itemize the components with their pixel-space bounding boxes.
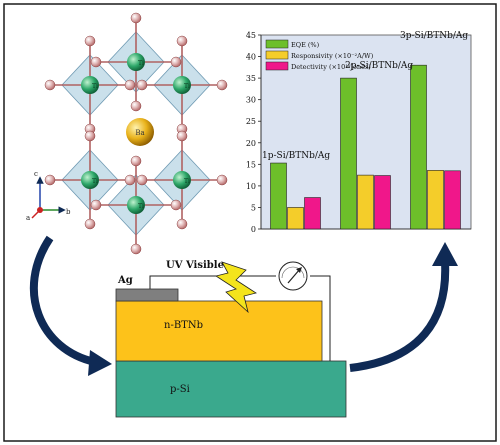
legend-label: EQE (%) [291, 41, 320, 49]
bar [287, 207, 304, 230]
bar [444, 170, 461, 230]
oxygen-atom [90, 199, 102, 211]
n-btnb-layer [115, 300, 323, 362]
category-labels: 1p-Si/BTNb/Ag 2p-Si/BTNb/Ag 3p-Si/BTNb/Ag [262, 31, 468, 161]
bar [340, 77, 357, 230]
ti-atom-label: Ti [138, 203, 144, 210]
category-label: 2p-Si/BTNb/Ag [345, 61, 413, 71]
axis-a-label: a [26, 214, 30, 222]
bar [357, 174, 374, 230]
n-btnb-label: n-BTNb [164, 320, 203, 331]
y-tick-label: 25 [246, 117, 256, 126]
uv-visible-label: UV Visible [166, 260, 224, 271]
ba-atom [126, 118, 154, 146]
oxygen-atom [176, 35, 188, 47]
device-schematic: Ag n-BTNb p-Si UV Visible [115, 260, 347, 418]
bar [427, 170, 444, 230]
axes-indicator: c a b [26, 170, 71, 222]
y-tick-label: 0 [251, 225, 256, 234]
bar [410, 64, 427, 230]
axes-origin [37, 207, 43, 213]
arrow-right-curve [349, 261, 450, 372]
oxygen-atom [44, 79, 56, 91]
bar [270, 162, 287, 230]
oxygen-atom [170, 199, 182, 211]
axis-b-label: b [66, 208, 71, 216]
ti-atom [173, 171, 191, 189]
crystal-structure: Ti Ti Ti Ti Ti Ti Ba c a b [26, 12, 228, 255]
ti-atom [173, 76, 191, 94]
ammeter-icon [278, 261, 308, 291]
ti-atom-label: Ti [92, 178, 98, 185]
oxygen-atom [176, 130, 188, 142]
oxygen-atom [124, 79, 136, 91]
legend-swatch [265, 39, 289, 49]
y-tick-label: 15 [246, 160, 256, 169]
bar [304, 197, 321, 230]
y-tick-label: 10 [246, 182, 256, 191]
oxygen-atom [84, 218, 96, 230]
atoms: Ti Ti Ti Ti Ti Ti [44, 12, 228, 255]
ti-atom [81, 76, 99, 94]
legend-swatch [265, 50, 289, 60]
ti-atom-label: Ti [138, 60, 144, 67]
y-tick-label: 20 [246, 139, 256, 148]
y-tick-label: 40 [246, 53, 256, 62]
circuit-wire-right [310, 275, 331, 361]
oxygen-atom [124, 174, 136, 186]
oxygen-atom [136, 79, 148, 91]
bars [270, 64, 461, 230]
p-si-label: p-Si [170, 384, 190, 395]
y-ticks: 0 5 10 15 20 25 30 35 40 45 [246, 31, 261, 234]
arrow-left-head [88, 350, 112, 376]
ti-atom [81, 171, 99, 189]
oxygen-atom [44, 174, 56, 186]
ti-atom-label: Ti [184, 83, 190, 90]
legend-label: Responsivity (×10⁻²A/W) [291, 52, 374, 60]
ag-electrode [115, 288, 179, 302]
oxygen-atom [170, 56, 182, 68]
category-label: 1p-Si/BTNb/Ag [262, 151, 330, 161]
ti-atom [127, 196, 145, 214]
oxygen-atom [216, 174, 228, 186]
ti-atom-label: Ti [184, 178, 190, 185]
axis-c-label: c [34, 170, 38, 178]
ba-atom-label: Ba [135, 129, 144, 137]
oxygen-atom [136, 174, 148, 186]
oxygen-atom [216, 79, 228, 91]
legend: EQE (%) Responsivity (×10⁻²A/W) Detectivit… [265, 39, 374, 71]
y-tick-label: 45 [246, 31, 256, 40]
legend-label: Detectivity (×10¹⁰Jones) [291, 63, 371, 71]
legend-swatch [265, 61, 289, 71]
y-tick-label: 35 [246, 74, 256, 83]
oxygen-atom [90, 56, 102, 68]
arrow-right-head [432, 242, 458, 266]
category-label: 3p-Si/BTNb/Ag [400, 31, 468, 41]
oxygen-atom [130, 100, 142, 112]
ag-label: Ag [117, 275, 133, 286]
p-si-layer [115, 360, 347, 418]
bar [374, 175, 391, 230]
arrow-left-curve [29, 235, 96, 366]
lightning-bolt-icon [215, 261, 257, 314]
oxygen-atom [130, 243, 142, 255]
ti-atom-label: Ti [92, 83, 98, 90]
oxygen-atom [84, 130, 96, 142]
y-tick-label: 5 [251, 203, 256, 212]
ti-atom [127, 53, 145, 71]
oxygen-atom [176, 218, 188, 230]
oxygen-atom [130, 12, 142, 24]
oxygen-atom [130, 155, 142, 167]
oxygen-atom [84, 35, 96, 47]
y-tick-label: 30 [246, 96, 256, 105]
bar-chart: 0 5 10 15 20 25 30 35 40 45 1p-Si/BTNb/Ag 2p-Si/BT… [246, 31, 472, 234]
